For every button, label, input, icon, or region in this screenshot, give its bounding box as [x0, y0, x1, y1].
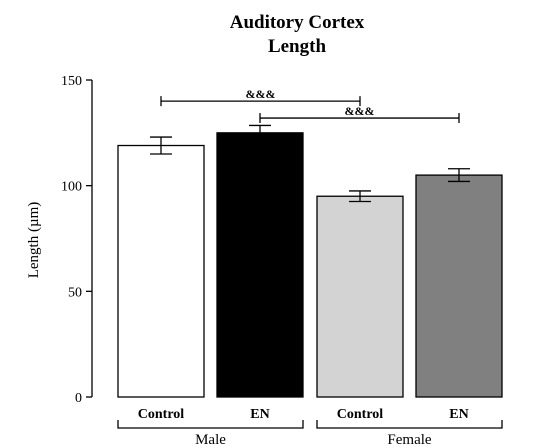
y-tick-label-3: 150	[61, 74, 82, 89]
group-label-1: Female	[387, 432, 431, 448]
y-axis-label: Length (µm)	[26, 202, 42, 279]
error-bar-0	[150, 136, 172, 155]
error-bar-1	[249, 124, 271, 141]
error-bar-2	[349, 190, 371, 203]
bar-0	[117, 144, 205, 398]
significance-bracket-1: &&&	[259, 104, 460, 124]
y-tick-label-1: 50	[68, 285, 82, 300]
chart-title-line-1: Auditory Cortex	[230, 12, 365, 33]
error-bar-3	[448, 168, 470, 183]
group-bracket-line	[316, 420, 503, 429]
significance-label-1: &&&	[345, 104, 375, 118]
category-label-0: Control	[138, 407, 185, 422]
group-bracket-line	[117, 420, 304, 429]
group-bracket-0: Male	[117, 420, 304, 448]
y-tick-label-2: 100	[61, 180, 82, 195]
significance-bracket-0: &&&	[160, 87, 361, 107]
category-label-3: EN	[449, 407, 468, 422]
bar-2	[316, 195, 404, 398]
category-label-1: EN	[250, 407, 269, 422]
bar-3	[415, 174, 503, 398]
bar-1	[216, 132, 304, 398]
group-bracket-1: Female	[316, 420, 503, 448]
chart-title-line-2: Length	[268, 36, 327, 57]
group-label-0: Male	[195, 432, 226, 448]
significance-label-0: &&&	[246, 87, 276, 101]
y-tick-label-0: 0	[75, 391, 82, 406]
category-label-2: Control	[337, 407, 384, 422]
